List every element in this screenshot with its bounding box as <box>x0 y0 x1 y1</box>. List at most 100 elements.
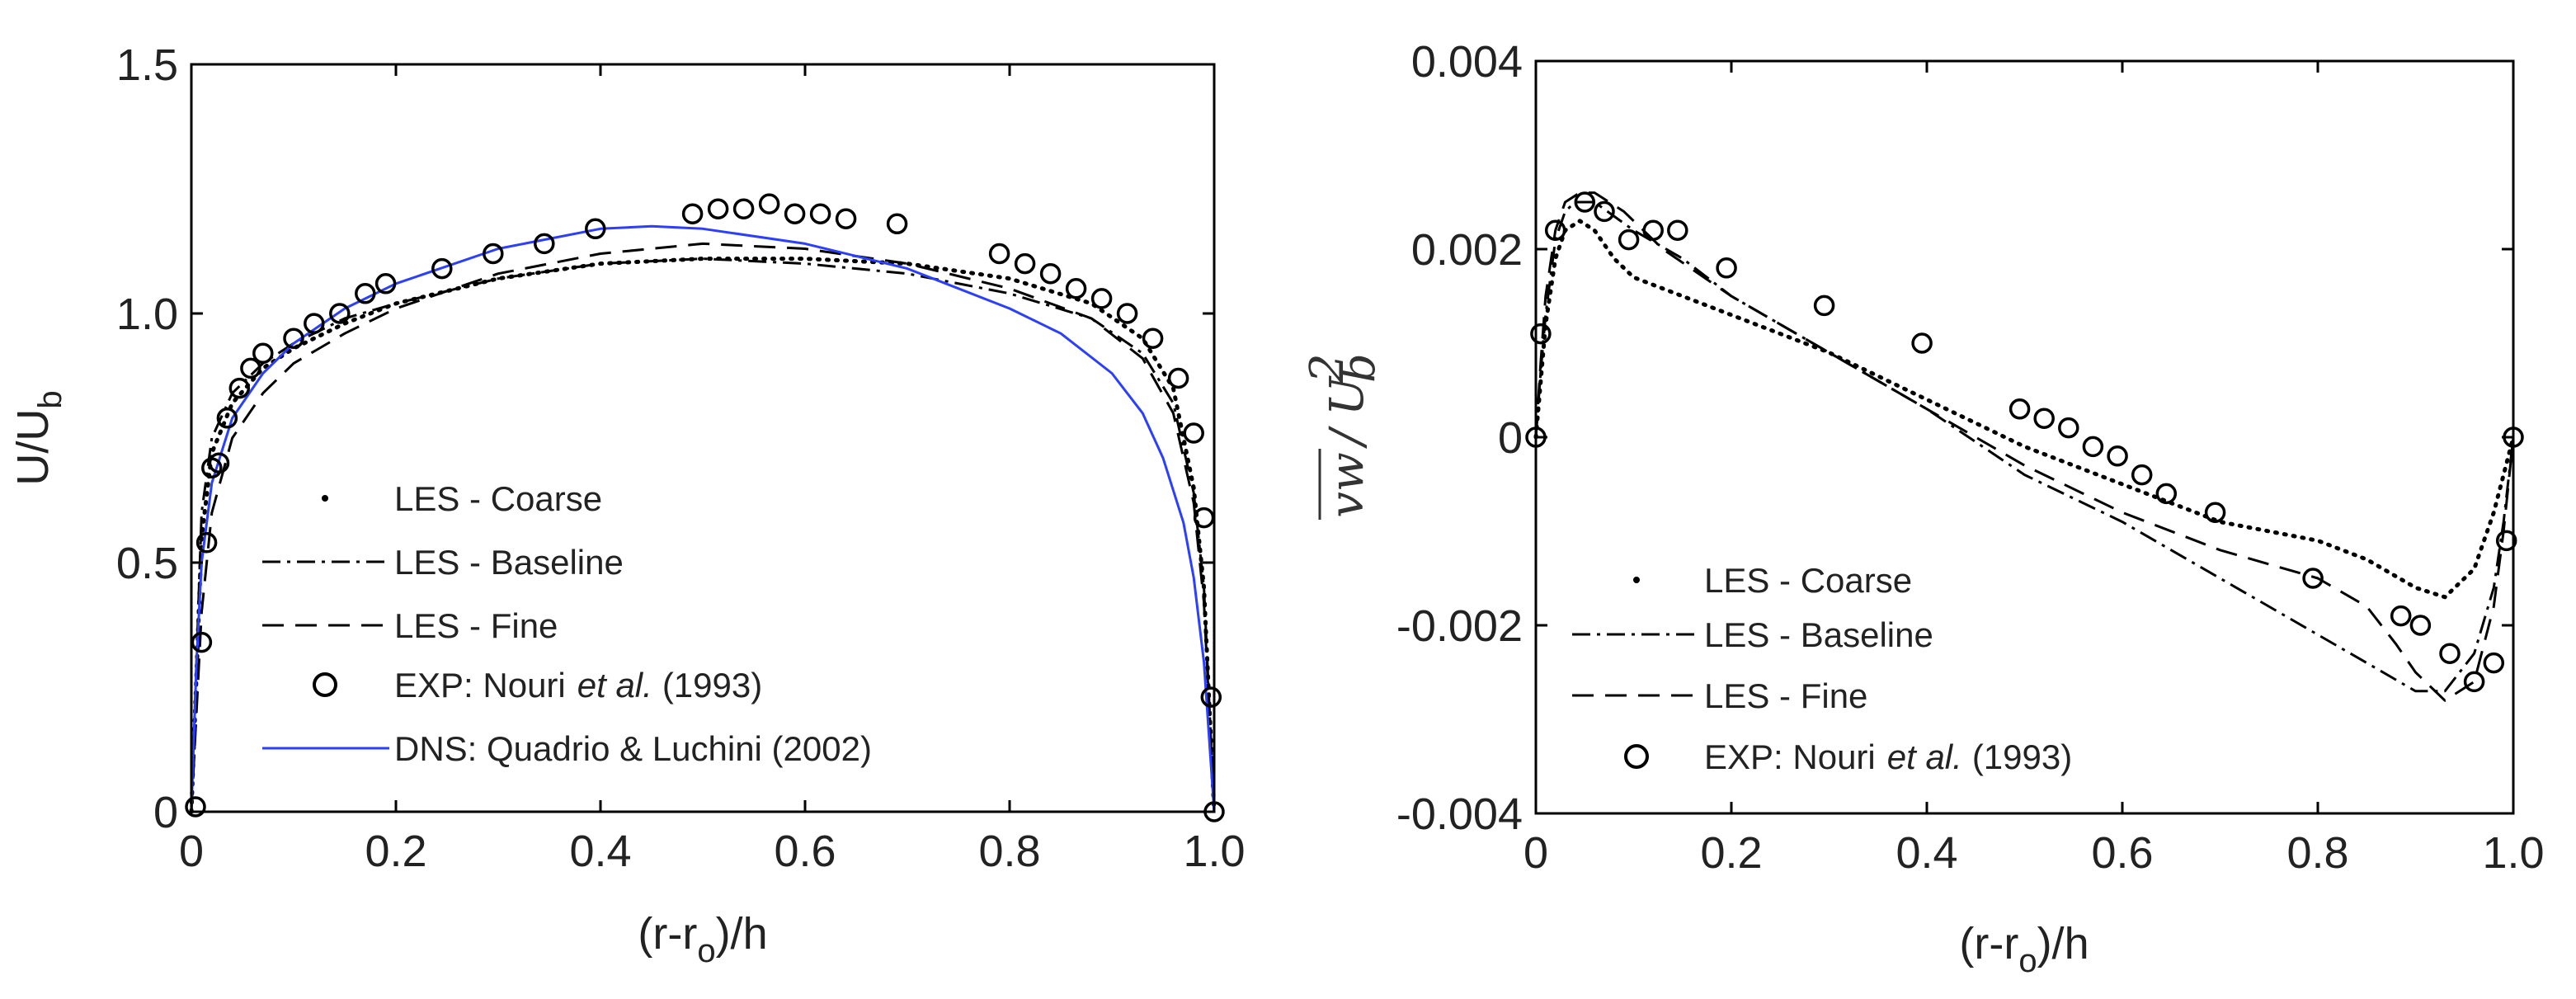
data-point-exp <box>707 198 729 219</box>
series-line-les-fine <box>190 242 1216 813</box>
data-point-exp <box>2302 568 2324 589</box>
series-line-dns-quadrio-luchini-2002 <box>190 224 1216 813</box>
data-point-exp <box>2204 502 2226 523</box>
y-axis-title: U/Ub <box>8 390 68 485</box>
data-point-exp <box>758 193 780 214</box>
data-point-exp <box>2082 436 2104 458</box>
data-point-exp <box>2439 643 2461 664</box>
series-line-les-coarse <box>1533 219 2516 600</box>
data-point-exp <box>2009 398 2031 420</box>
data-point-exp <box>1065 278 1087 299</box>
data-point-exp <box>304 313 325 334</box>
data-point-exp <box>228 377 251 399</box>
data-point-exp <box>1116 303 1138 324</box>
data-point-exp <box>252 342 274 365</box>
data-point-exp <box>1167 367 1189 389</box>
tick-layer: 0 0.2 0.4 0.6 0.8 1.0 0 0.5 1.0 1.5 <box>116 40 1246 876</box>
data-point-exp <box>2058 417 2079 439</box>
x-tick-label: 0.6 <box>774 827 836 876</box>
legend-label-exp: EXP: Nouri et al. (1993) <box>394 666 762 704</box>
data-point-exp <box>1667 219 1688 241</box>
data-point-exp <box>988 243 1010 265</box>
data-point-exp <box>681 203 704 224</box>
data-point-exp <box>1574 191 1596 213</box>
y-tick-label: -0.004 <box>1396 789 1523 839</box>
data-point-exp <box>431 257 453 280</box>
data-point-exp <box>784 203 806 224</box>
legend-label-baseline: LES - Baseline <box>1704 615 1933 654</box>
series-line-les-baseline <box>1534 200 2515 693</box>
data-point-exp <box>732 198 755 219</box>
data-point-exp <box>1090 288 1113 309</box>
marker-layer <box>185 193 1225 822</box>
data-point-exp <box>2409 615 2432 636</box>
data-point-exp <box>483 243 504 265</box>
y-axis-title-denominator: U <box>1321 375 1374 416</box>
data-point-exp <box>185 796 206 818</box>
x-axis-title: (r-ro)/h <box>1959 919 2089 979</box>
legend-swatch-exp <box>1624 744 1649 769</box>
x-tick-label: 0 <box>1523 828 1548 878</box>
y-tick-label: 0.002 <box>1411 225 1523 275</box>
data-point-exp <box>195 532 218 554</box>
legend-swatch-exp <box>313 672 337 697</box>
y-tick-label: -0.002 <box>1396 601 1523 651</box>
data-point-exp <box>240 357 261 379</box>
legend-label-dns: DNS: Quadrio & Luchini (2002) <box>394 729 872 768</box>
legend-label-coarse: LES - Coarse <box>1704 561 1912 600</box>
data-point-exp <box>1183 422 1204 444</box>
series-layer <box>1533 191 2516 702</box>
x-tick-label: 0.8 <box>2286 828 2348 878</box>
data-point-exp <box>534 233 555 255</box>
data-point-exp <box>809 203 831 224</box>
data-point-exp <box>835 208 857 229</box>
legend-swatch-coarse <box>322 495 328 502</box>
data-point-exp <box>355 283 376 304</box>
y-tick-label: 1.0 <box>116 290 178 339</box>
legend-label-fine: LES - Fine <box>394 606 558 645</box>
series-line-les-fine <box>1534 191 2515 702</box>
data-point-exp <box>2390 605 2412 627</box>
data-point-exp <box>1014 252 1036 275</box>
data-point-exp <box>208 452 230 474</box>
data-point-exp <box>2495 530 2517 552</box>
x-tick-label: 0.4 <box>569 827 631 876</box>
x-tick-label: 0.2 <box>1700 828 1762 878</box>
x-tick-label: 1.0 <box>2482 828 2544 878</box>
data-point-exp <box>1530 323 1552 345</box>
data-point-exp <box>374 273 397 295</box>
data-point-exp <box>2483 652 2505 674</box>
data-point-exp <box>329 303 351 324</box>
x-tick-label: 1.0 <box>1183 827 1245 876</box>
y-tick-label: 1.5 <box>116 40 178 90</box>
legend-label-baseline: LES - Baseline <box>394 543 624 582</box>
x-tick-label: 0.2 <box>365 827 426 876</box>
data-point-exp <box>1716 257 1737 279</box>
data-point-exp <box>1911 332 1933 354</box>
legend-label-coarse: LES - Coarse <box>394 479 602 518</box>
data-point-exp <box>2107 445 2128 467</box>
data-point-exp <box>1200 686 1222 708</box>
data-point-exp <box>216 408 238 429</box>
data-point-exp <box>1544 219 1566 241</box>
legend: LES - Coarse LES - Baseline LES - Fine E… <box>262 479 872 768</box>
data-point-exp <box>1618 229 1640 251</box>
y-tick-label: 0 <box>1498 413 1523 463</box>
y-tick-label: 0.004 <box>1411 37 1523 87</box>
y-tick-label: 0 <box>153 788 178 837</box>
x-tick-label: 0 <box>179 827 204 876</box>
x-tick-label: 0.4 <box>1896 828 1957 878</box>
data-point-exp <box>2033 408 2055 429</box>
data-point-exp <box>283 328 304 349</box>
x-tick-label: 0.8 <box>978 827 1040 876</box>
data-point-exp <box>1813 295 1835 317</box>
y-tick-label: 0.5 <box>116 539 178 588</box>
data-point-exp <box>2155 483 2178 505</box>
data-point-exp <box>2463 671 2485 693</box>
data-point-exp <box>1039 262 1062 285</box>
legend: LES - Coarse LES - Baseline LES - Fine E… <box>1572 561 2072 776</box>
x-axis-title: (r-ro)/h <box>638 909 767 969</box>
legend-label-fine: LES - Fine <box>1704 676 1867 715</box>
